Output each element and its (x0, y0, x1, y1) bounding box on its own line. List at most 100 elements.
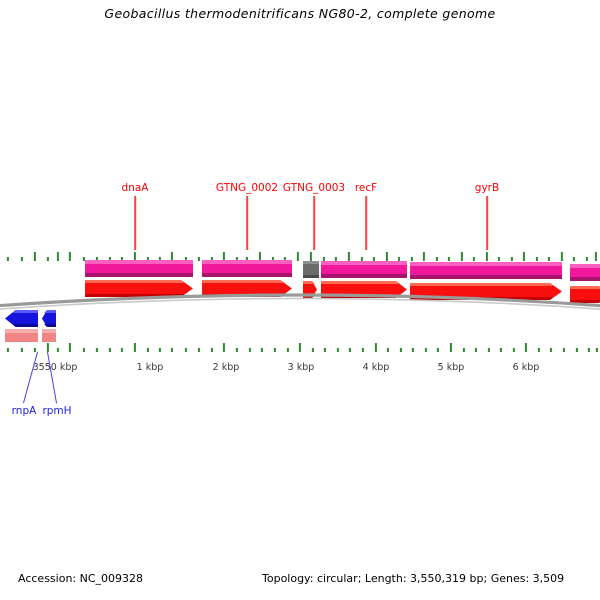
genome-tick-mark (595, 348, 599, 352)
forward-gene-feature[interactable] (202, 260, 292, 277)
gene-label-dnaa[interactable]: dnaA (121, 182, 149, 194)
genome-tick-mark (56, 348, 60, 352)
reverse-cds-arrow[interactable] (5, 310, 38, 327)
ruler-tick-label: 2 kbp (212, 362, 240, 373)
genome-tick-mark (56, 252, 60, 261)
genome-tick-mark (197, 257, 201, 261)
genome-tick-mark (560, 252, 564, 261)
genome-tick-mark (210, 257, 214, 261)
genome-tick-mark (95, 257, 99, 261)
genome-tick-mark (68, 343, 72, 352)
gene-label-gtng_0002[interactable]: GTNG_0002 (215, 182, 279, 194)
genome-tick-mark (399, 348, 403, 352)
gene-leader-line (313, 196, 315, 250)
forward-gene-feature[interactable] (410, 262, 562, 279)
genome-tick-mark (33, 348, 37, 352)
genome-tick-mark (146, 257, 150, 261)
genome-tick-mark (336, 348, 340, 352)
reverse-cds-arrow[interactable] (42, 310, 56, 327)
reverse-gene-feature[interactable] (5, 329, 38, 342)
genome-tick-mark (360, 257, 364, 261)
genome-tick-mark (311, 348, 315, 352)
genome-tick-mark (248, 348, 252, 352)
genome-tick-mark (374, 343, 378, 352)
genome-tick-mark (108, 257, 112, 261)
gene-leader-line (365, 196, 367, 250)
genome-tick-mark (222, 343, 226, 352)
genome-tick-mark (487, 348, 491, 352)
genome-tick-mark (184, 257, 188, 261)
gene-label-recf[interactable]: recF (354, 182, 378, 194)
genome-tick-mark (283, 257, 287, 261)
genome-tick-mark (296, 252, 300, 261)
genome-tick-mark (95, 348, 99, 352)
genome-tick-mark (474, 348, 478, 352)
genome-tick-mark (6, 348, 10, 352)
reverse-gene-feature[interactable] (42, 329, 56, 342)
genome-tick-mark (33, 252, 37, 261)
genome-tick-mark (562, 348, 566, 352)
genome-tick-mark (594, 252, 598, 261)
genome-tick-mark (322, 257, 326, 261)
genome-tick-mark (535, 257, 539, 261)
genome-backbone-arc (0, 284, 600, 310)
gene-leader-line (134, 196, 136, 250)
genome-tick-mark (146, 348, 150, 352)
genome-tick-mark (108, 348, 112, 352)
forward-cds-arrow[interactable] (570, 286, 600, 303)
forward-gene-feature[interactable] (570, 264, 600, 281)
genome-tick-mark (361, 348, 365, 352)
genome-tick-mark (158, 257, 162, 261)
genome-tick-mark (133, 252, 137, 261)
genome-tick-mark (235, 257, 239, 261)
genome-tick-mark (210, 348, 214, 352)
genome-tick-mark (510, 257, 514, 261)
genome-tick-mark (572, 257, 576, 261)
genome-tick-mark (410, 257, 414, 261)
genome-tick-mark (309, 252, 313, 261)
gene-label-rpmh[interactable]: rpmH (42, 405, 72, 417)
genome-tick-mark (273, 348, 277, 352)
genome-tick-mark (424, 348, 428, 352)
genome-tick-mark (449, 343, 453, 352)
forward-gene-feature[interactable] (321, 261, 407, 278)
genome-tick-mark (334, 257, 338, 261)
ruler-origin-label: 3550 kbp (32, 362, 78, 373)
ruler-tick-label: 4 kbp (362, 362, 390, 373)
genome-tick-mark (46, 257, 50, 261)
genome-tick-mark (372, 257, 376, 261)
gene-label-gyrb[interactable]: gyrB (474, 182, 500, 194)
genome-tick-mark (120, 348, 124, 352)
genome-tick-mark (547, 257, 551, 261)
genome-tick-mark (472, 257, 476, 261)
genome-tick-mark (82, 348, 86, 352)
gene-leader-line (246, 196, 248, 250)
genome-tick-mark (235, 348, 239, 352)
genome-tick-mark (260, 348, 264, 352)
genome-tick-mark (460, 252, 464, 261)
forward-gene-feature[interactable] (85, 260, 193, 277)
genome-tick-mark (512, 348, 516, 352)
genome-tick-mark (258, 252, 262, 261)
unannotated-feature-box[interactable] (303, 261, 319, 278)
genome-tick-mark (497, 257, 501, 261)
gene-leader-line (22, 351, 38, 403)
genome-tick-mark (170, 348, 174, 352)
genome-tick-mark (245, 257, 249, 261)
genome-tick-mark (386, 348, 390, 352)
accession-text: Accession: NC_009328 (18, 572, 144, 585)
genome-tick-mark (222, 252, 226, 261)
genome-tick-mark (170, 252, 174, 261)
gene-label-gtng_0003[interactable]: GTNG_0003 (282, 182, 346, 194)
gene-label-rnpa[interactable]: rnpA (11, 405, 37, 417)
genome-tick-mark (537, 348, 541, 352)
genome-tick-mark (462, 348, 466, 352)
genome-tick-mark (524, 343, 528, 352)
gene-leader-line (46, 352, 57, 404)
ruler-tick-label: 5 kbp (437, 362, 465, 373)
genome-tick-mark (575, 348, 579, 352)
genome-tick-mark (435, 257, 439, 261)
ruler-tick-label: 3 kbp (287, 362, 315, 373)
genome-tick-mark (522, 252, 526, 261)
